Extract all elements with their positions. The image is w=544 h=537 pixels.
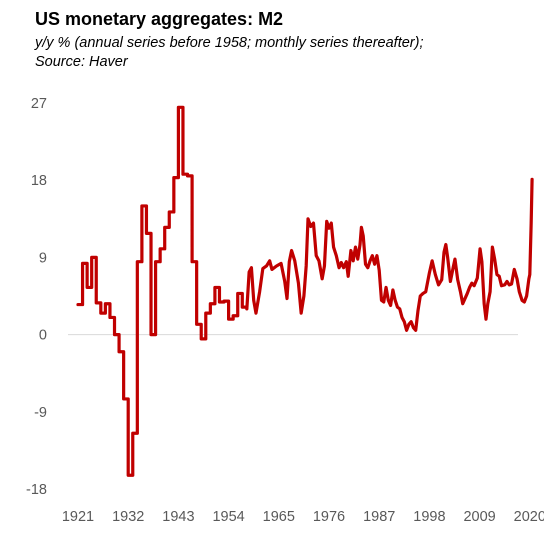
x-tick-label: 1921 [62, 509, 94, 525]
subtitle-line-2: Source: Haver [35, 54, 128, 70]
x-tick-label: 1987 [363, 509, 395, 525]
series-line-m2 [76, 105, 534, 477]
chart-title: US monetary aggregates: M2 [35, 9, 284, 29]
x-tick-label: 2009 [463, 509, 495, 525]
x-axis-ticks: 1921 1932 1943 1954 1965 1976 1987 1998 2009 2020 [62, 509, 544, 525]
y-tick-label: 9 [39, 250, 47, 266]
y-tick-label: 27 [31, 96, 47, 112]
y-tick-label: -18 [26, 482, 47, 498]
y-tick-label: -9 [34, 405, 47, 421]
chart-subtitle: y/y % (annual series before 1958; monthl… [35, 34, 423, 72]
subtitle-line-1: y/y % (annual series before 1958; monthl… [35, 35, 424, 51]
y-tick-label: 18 [31, 173, 47, 189]
x-tick-label: 1998 [413, 509, 445, 525]
x-tick-label: 1965 [263, 509, 295, 525]
x-tick-label: 1943 [162, 509, 194, 525]
y-tick-label: 0 [39, 328, 47, 344]
x-tick-label: 2020 [514, 509, 544, 525]
x-tick-label: 1932 [112, 509, 144, 525]
x-tick-label: 1976 [313, 509, 345, 525]
y-axis-ticks: 27 18 9 0 -9 -18 [26, 96, 47, 498]
x-tick-label: 1954 [212, 509, 244, 525]
